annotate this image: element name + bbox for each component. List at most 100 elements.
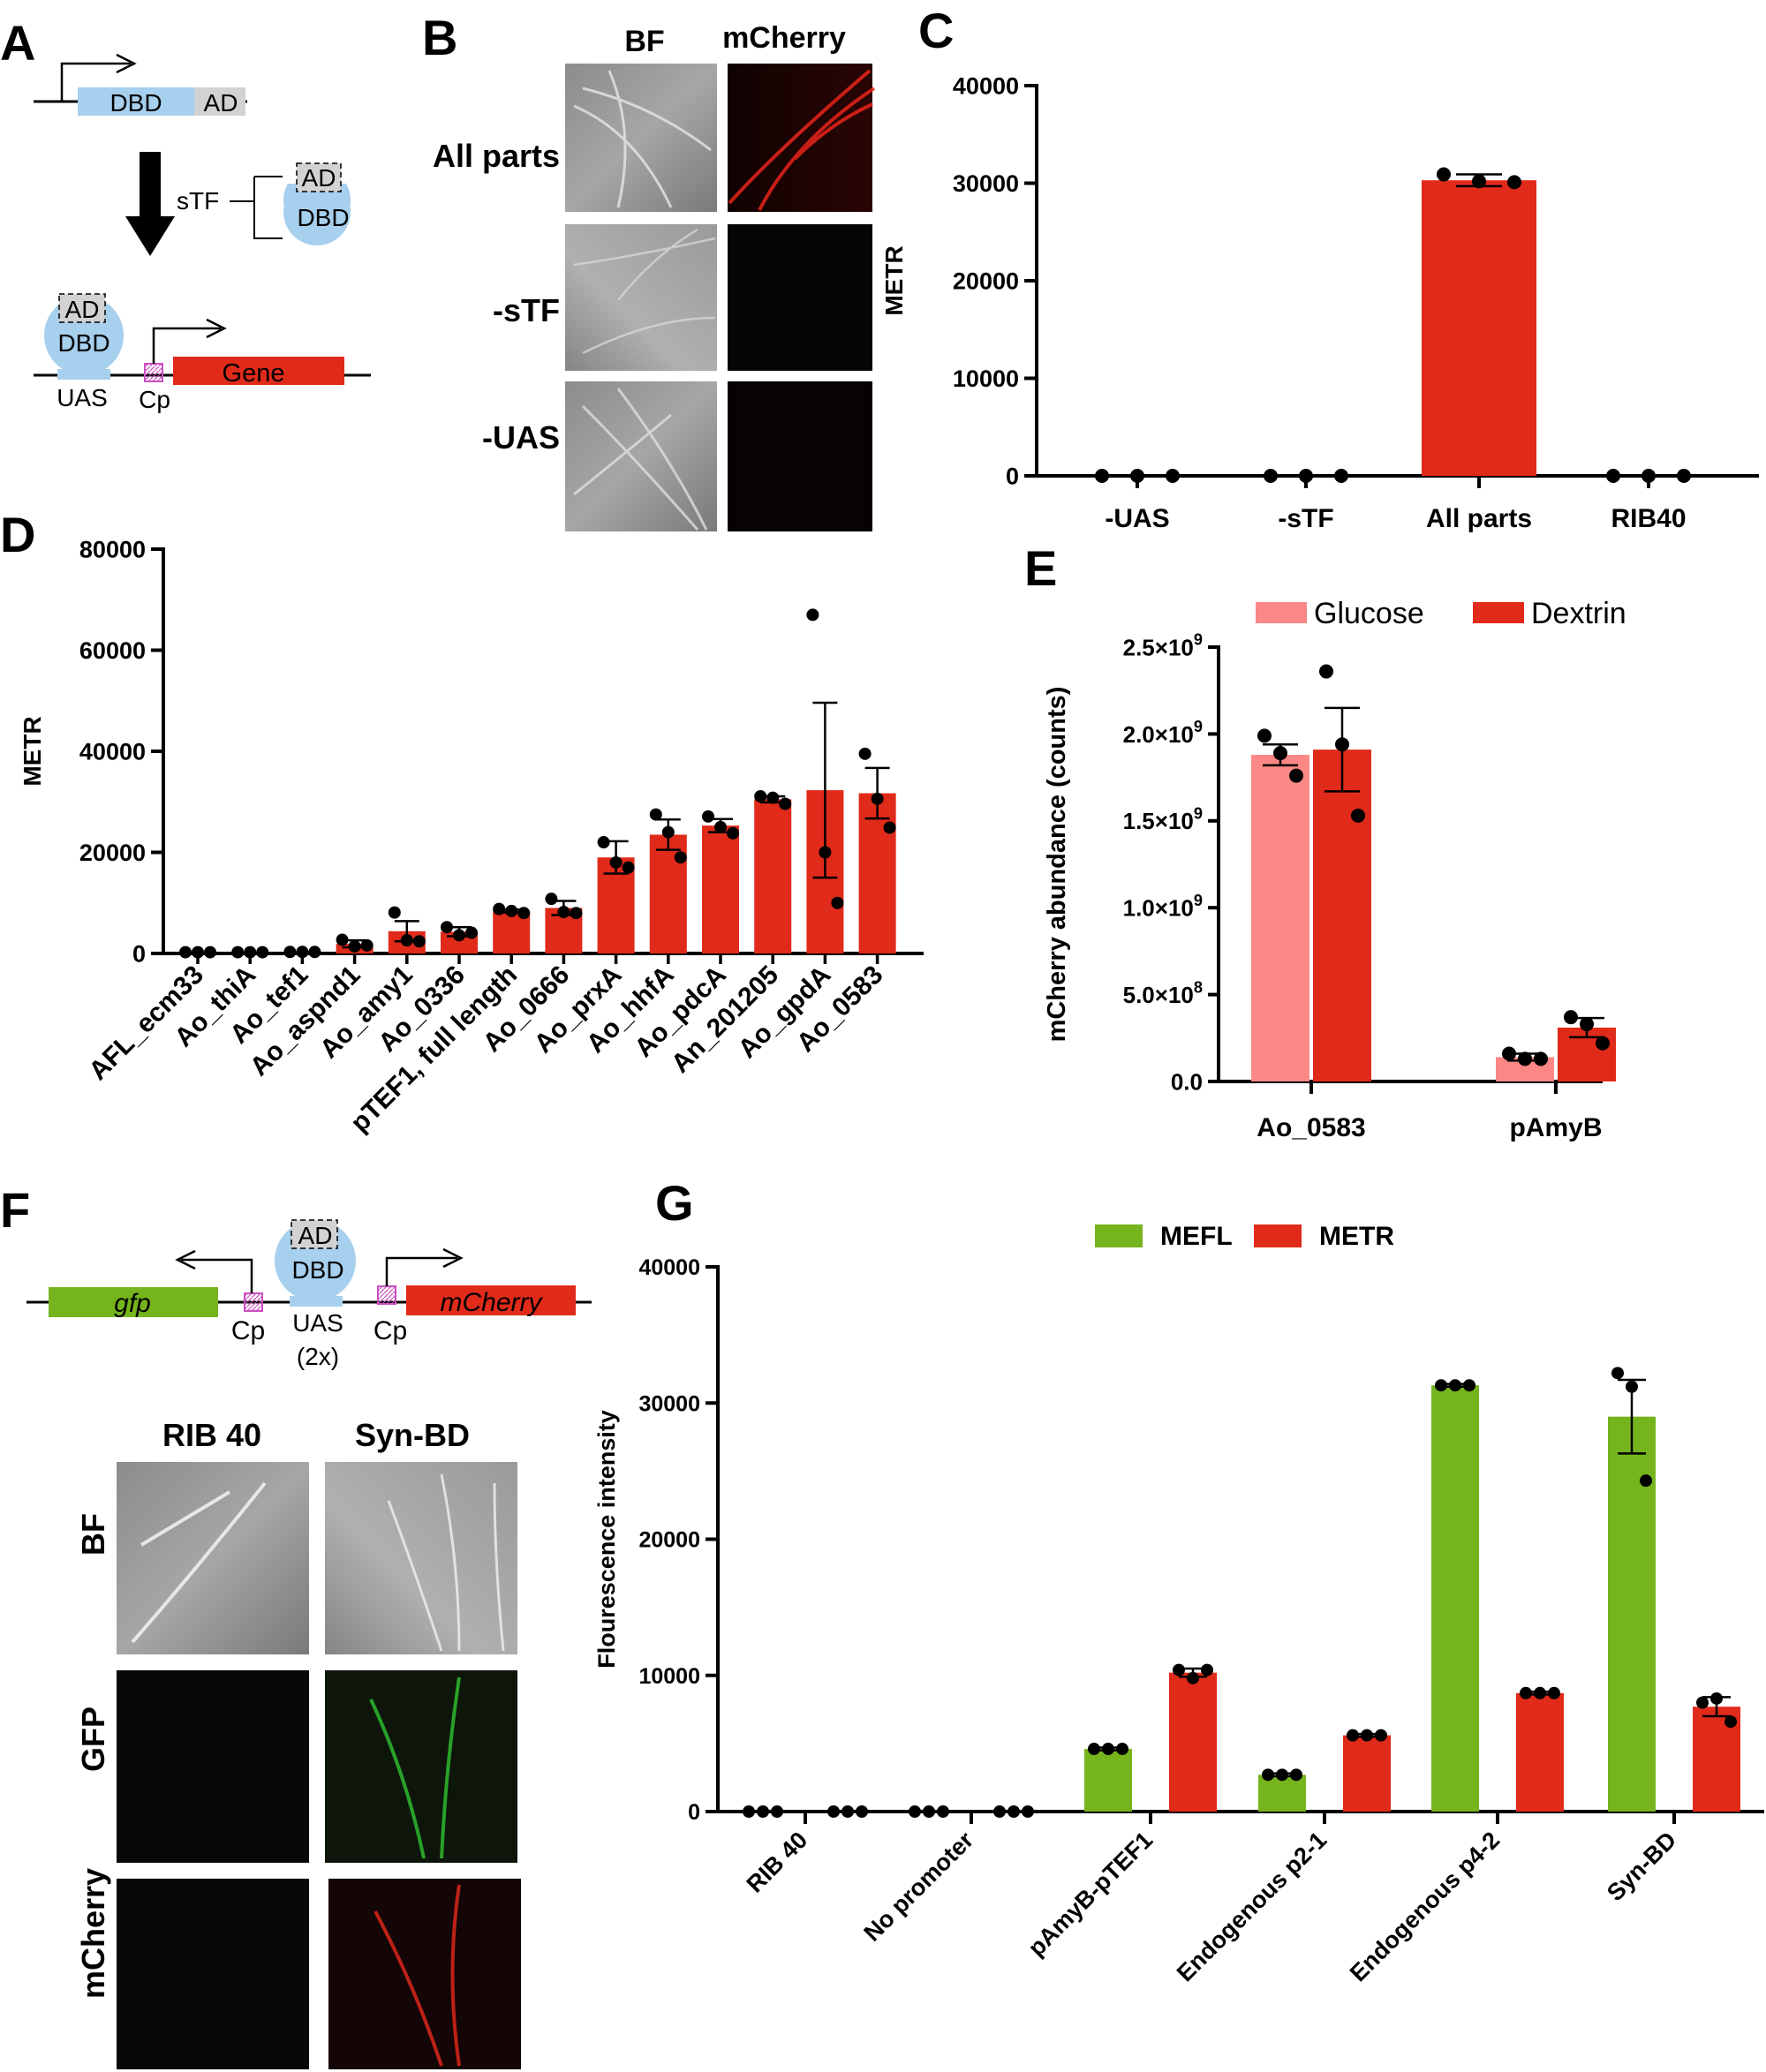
data-point	[1299, 469, 1313, 483]
data-point	[1262, 1768, 1274, 1782]
bar	[754, 799, 792, 953]
data-point	[1351, 808, 1365, 823]
promoter-arrow-icon	[385, 1256, 457, 1286]
microscopy-image-icon	[565, 224, 717, 371]
data-point	[1472, 174, 1486, 189]
y-tick-label: 30000	[953, 170, 1019, 197]
data-point	[702, 810, 714, 823]
legend-label: Dextrin	[1531, 597, 1626, 630]
data-point	[441, 921, 453, 934]
data-point	[1502, 1046, 1516, 1061]
bar	[1431, 1385, 1479, 1812]
data-point	[1022, 1805, 1034, 1818]
cp-right-label: Cp	[374, 1316, 407, 1345]
data-point	[336, 933, 349, 946]
panel-label-g: G	[655, 1175, 694, 1231]
data-point	[256, 946, 269, 959]
bound-ad-label: AD	[65, 296, 100, 323]
legend-swatch	[1095, 1224, 1143, 1247]
x-tick-label: No promoter	[858, 1827, 978, 1947]
data-point	[1710, 1692, 1723, 1705]
data-point	[1640, 1474, 1652, 1488]
x-tick-label: -UAS	[1105, 504, 1169, 533]
data-point	[360, 938, 374, 952]
data-point	[743, 1805, 755, 1818]
legend-label: Glucose	[1314, 597, 1424, 630]
bar	[1251, 755, 1309, 1081]
cp-left-box	[244, 1292, 263, 1312]
legend-label: MEFL	[1160, 1222, 1233, 1251]
schematic-a: DBD AD sTF AD DBD AD DBD UAS Cp Gene	[34, 53, 371, 413]
microscopy-image-icon	[325, 1462, 517, 1654]
data-point	[771, 1805, 783, 1818]
uas-label: UAS	[57, 384, 108, 411]
bar	[1516, 1692, 1564, 1812]
y-tick-label: 20000	[638, 1528, 700, 1553]
gfp-label: gfp	[114, 1289, 151, 1318]
data-point	[993, 1805, 1006, 1818]
cp-right-box	[377, 1285, 396, 1305]
data-point	[1273, 746, 1287, 761]
data-point	[674, 851, 687, 864]
y-axis-label: mCherry abundance (counts)	[1043, 687, 1071, 1043]
data-point	[1347, 1729, 1359, 1742]
data-point	[1463, 1379, 1475, 1392]
x-tick-label: RIB40	[1611, 504, 1686, 533]
data-point	[1375, 1729, 1387, 1742]
data-point	[806, 608, 819, 622]
data-point	[465, 926, 478, 939]
bound-dbd-label: DBD	[57, 329, 109, 357]
data-point	[1361, 1729, 1373, 1742]
mcherry-box	[406, 1285, 576, 1315]
data-point	[1580, 1017, 1594, 1032]
stf-dbd-label: DBD	[297, 204, 349, 231]
microscopy-image-icon	[728, 381, 872, 531]
data-point	[856, 1805, 868, 1818]
data-point	[1564, 1010, 1578, 1025]
bar	[858, 793, 896, 953]
y-tick-label: 5.0×108	[1123, 978, 1203, 1008]
f-row-bf: BF	[75, 1513, 111, 1556]
data-point	[557, 906, 570, 919]
bar	[1313, 750, 1371, 1081]
data-point	[1626, 1380, 1638, 1393]
schematic-f: gfp Cp AD DBD UAS (2x) Cp mCherry	[26, 1219, 592, 1370]
data-point	[1520, 1686, 1532, 1699]
y-tick-label: 1.5×109	[1123, 804, 1203, 834]
data-point	[1319, 664, 1333, 679]
x-tick-label: RIB 40	[742, 1827, 813, 1898]
data-point	[570, 907, 583, 920]
mcherry-label: mCherry	[440, 1288, 543, 1317]
data-point	[827, 1805, 840, 1818]
data-point	[1102, 1743, 1114, 1756]
data-point	[400, 934, 413, 947]
data-point	[412, 935, 426, 948]
microscopy-f: RIB 40 Syn-BD BF GFP mCherry	[75, 1417, 521, 2069]
b-row-all: All parts	[433, 138, 560, 174]
data-point	[1449, 1379, 1461, 1392]
y-tick-label: 60000	[79, 637, 146, 664]
data-point	[1641, 469, 1656, 483]
x-tick-label: pAmyB	[1509, 1113, 1602, 1142]
y-tick-label: 1.0×109	[1123, 892, 1203, 922]
data-point	[1696, 1696, 1709, 1709]
microscopy-image-icon	[565, 381, 717, 531]
bar	[702, 825, 739, 953]
data-point	[296, 946, 309, 959]
bar	[1343, 1735, 1391, 1812]
data-point	[1257, 728, 1272, 743]
b-col-mcherry: mCherry	[722, 21, 846, 55]
b-row-uas: -UAS	[482, 419, 560, 456]
data-point	[1724, 1715, 1737, 1729]
promoter-arrow-icon	[152, 327, 221, 364]
data-point	[1130, 469, 1144, 483]
x-tick-label: All parts	[1426, 504, 1532, 533]
data-point	[1166, 469, 1180, 483]
data-point	[714, 820, 727, 833]
data-point	[1095, 469, 1109, 483]
y-tick-label: 80000	[79, 537, 146, 563]
data-point	[1437, 167, 1451, 182]
chart-c: 0 10000 20000 30000 40000 METR -UAS -sTF All par…	[880, 73, 1759, 533]
ad-label: AD	[204, 89, 238, 117]
